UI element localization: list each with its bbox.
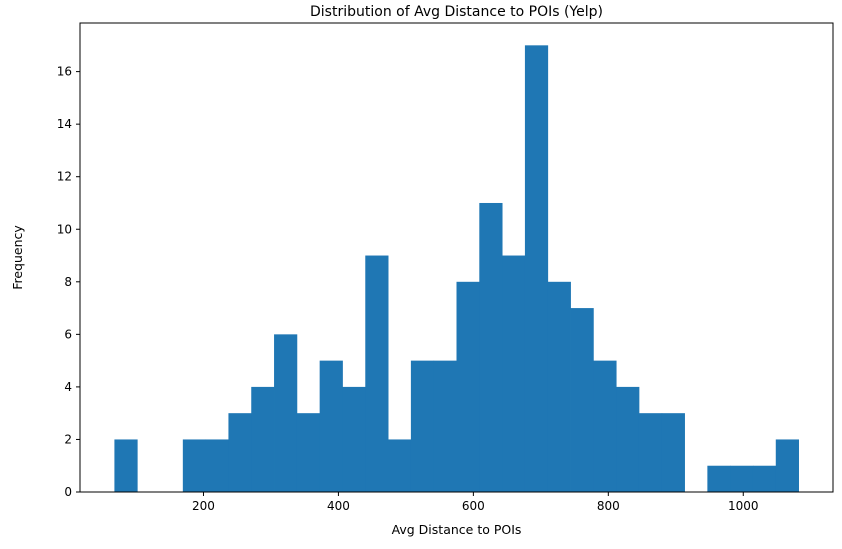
chart-title: Distribution of Avg Distance to POIs (Ye… (310, 4, 603, 20)
histogram-bar (661, 413, 685, 492)
histogram-bar (296, 413, 321, 492)
histogram-bar (730, 465, 754, 492)
x-tick-label: 200 (192, 499, 215, 513)
histogram-bar (342, 386, 366, 492)
y-tick-label: 2 (64, 432, 72, 446)
histogram-bar (319, 360, 343, 492)
y-tick-label: 12 (57, 170, 72, 184)
y-axis-label: Frequency (10, 225, 25, 290)
histogram-bar (410, 360, 435, 492)
y-axis-ticks: 0 2 4 6 8 10 12 14 16 (57, 65, 80, 499)
histogram-bar (752, 465, 777, 492)
y-tick-label: 16 (57, 65, 72, 79)
y-tick-label: 14 (57, 117, 72, 131)
axes-frame (79, 22, 834, 493)
histogram-bar (547, 281, 571, 492)
x-axis-ticks: 200 400 600 800 1000 (192, 492, 759, 513)
histogram-bar (251, 386, 275, 492)
histogram-bar (616, 386, 640, 492)
histogram-bar (388, 439, 412, 492)
histogram-bar (433, 360, 457, 492)
y-tick-label: 4 (64, 380, 72, 394)
histogram-bar (114, 439, 138, 492)
histogram-bar (182, 439, 207, 492)
histogram-bar (205, 439, 229, 492)
histogram-bar (570, 308, 594, 492)
histogram-bar (775, 439, 799, 492)
histogram-bar (479, 202, 503, 493)
histogram-bar (638, 413, 663, 492)
x-tick-label: 600 (462, 499, 485, 513)
histogram-bar (524, 45, 549, 492)
y-tick-label: 6 (64, 327, 72, 341)
histogram-bar (274, 334, 298, 492)
y-tick-label: 10 (57, 222, 72, 236)
histogram-bar (502, 255, 526, 492)
y-tick-label: 0 (64, 485, 72, 499)
histogram-bar (707, 465, 731, 492)
bars-layer (114, 45, 799, 493)
x-tick-label: 1000 (728, 499, 759, 513)
histogram-bar (365, 255, 389, 492)
x-axis-label: Avg Distance to POIs (392, 522, 522, 537)
histogram-bar (456, 281, 480, 492)
x-tick-label: 800 (597, 499, 620, 513)
y-tick-label: 8 (64, 275, 72, 289)
histogram-bar (593, 360, 617, 492)
x-tick-label: 400 (327, 499, 350, 513)
histogram-bar (228, 413, 252, 492)
